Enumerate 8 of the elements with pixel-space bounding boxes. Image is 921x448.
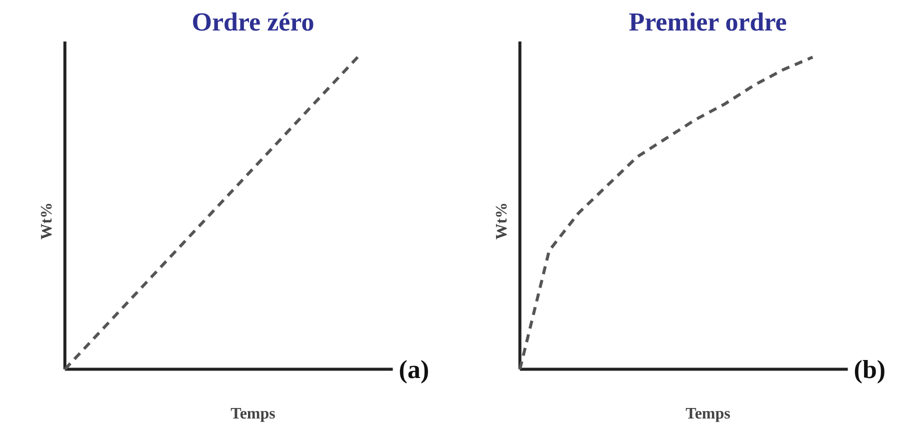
- chart-title: Premier ordre: [628, 8, 787, 36]
- text: (a): [398, 354, 430, 384]
- y-axis-title: Wt%: [494, 202, 510, 240]
- x-axis-title: Temps: [686, 406, 730, 422]
- text: (b): [854, 354, 886, 384]
- chart-title: Ordre zéro: [192, 8, 314, 36]
- y-axis-title: Wt%: [38, 202, 56, 240]
- x-axis-title: Temps: [230, 406, 276, 422]
